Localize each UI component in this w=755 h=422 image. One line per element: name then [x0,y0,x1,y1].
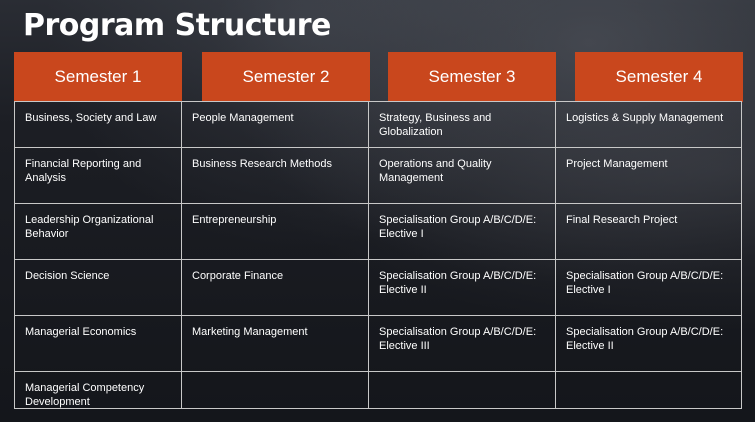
semester-1-header: Semester 1 [14,52,182,102]
course-cell: Specialisation Group A/B/C/D/E: Elective… [369,315,556,371]
course-cell: Managerial Economics [15,315,182,371]
semester-headers: Semester 1 Semester 2 Semester 3 Semeste… [14,52,755,102]
course-cell: Project Management [556,147,742,203]
empty-cell [182,371,369,408]
course-cell: Marketing Management [182,315,369,371]
course-table: Business, Society and Law People Managem… [14,101,742,409]
semester-3-header: Semester 3 [388,52,556,102]
course-cell: Business, Society and Law [15,101,182,147]
course-cell: Managerial Competency Development [15,371,182,408]
course-cell: Decision Science [15,259,182,315]
course-cell: Logistics & Supply Management [556,101,742,147]
course-cell: Entrepreneurship [182,203,369,259]
course-cell: Strategy, Business and Globalization [369,101,556,147]
semester-2-header: Semester 2 [202,52,370,102]
course-cell: Leadership Organizational Behavior [15,203,182,259]
course-cell: Operations and Quality Management [369,147,556,203]
course-cell: People Management [182,101,369,147]
course-cell: Specialisation Group A/B/C/D/E: Elective… [556,259,742,315]
course-cell: Financial Reporting and Analysis [15,147,182,203]
course-cell: Specialisation Group A/B/C/D/E: Elective… [369,203,556,259]
empty-cell [556,371,742,408]
course-cell: Business Research Methods [182,147,369,203]
course-cell: Specialisation Group A/B/C/D/E: Elective… [556,315,742,371]
empty-cell [369,371,556,408]
page-title: Program Structure [23,8,331,43]
course-cell: Specialisation Group A/B/C/D/E: Elective… [369,259,556,315]
course-cell: Final Research Project [556,203,742,259]
course-cell: Corporate Finance [182,259,369,315]
semester-4-header: Semester 4 [575,52,743,102]
